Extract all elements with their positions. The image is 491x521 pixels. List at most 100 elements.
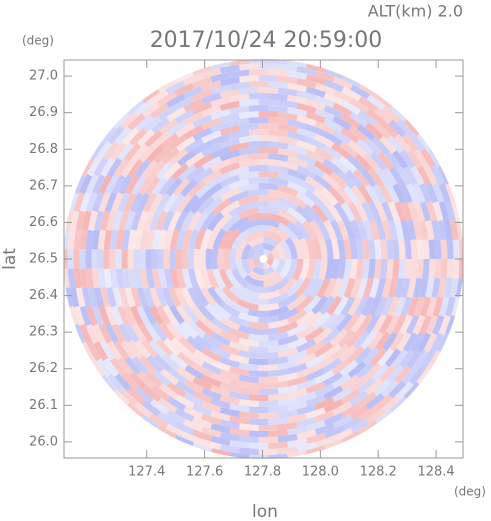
echo-cell <box>355 259 364 280</box>
y-tick-label: 26.7 <box>29 178 58 193</box>
echo-cell <box>97 229 107 250</box>
echo-cell <box>172 178 191 197</box>
echo-cell <box>238 399 259 407</box>
echo-cell <box>248 105 269 112</box>
echo-cell <box>201 439 222 451</box>
echo-cell <box>258 376 279 383</box>
echo-cell <box>120 158 137 178</box>
echo-cell <box>385 183 400 204</box>
echo-cell <box>98 192 111 213</box>
echo-cell <box>364 184 381 204</box>
echo-cell <box>375 277 386 299</box>
echo-cell <box>332 428 353 442</box>
echo-cell <box>430 332 445 353</box>
echo-cell <box>268 153 289 162</box>
echo-cell <box>111 192 124 213</box>
echo-cell <box>400 296 413 317</box>
echo-cell <box>201 361 222 375</box>
echo-cell <box>318 295 336 316</box>
echo-cell <box>318 202 336 223</box>
echo-cell <box>335 313 353 333</box>
echo-cell <box>311 238 322 259</box>
echo-cell <box>238 386 259 395</box>
echo-cell <box>277 372 298 383</box>
echo-cell <box>363 362 382 381</box>
echo-cell <box>85 249 92 269</box>
echo-cell <box>201 426 222 438</box>
echo-cell <box>296 378 317 391</box>
echo-cell <box>385 314 400 335</box>
echo-cell <box>79 173 93 195</box>
echo-cell <box>206 268 220 290</box>
echo-cell <box>340 296 356 317</box>
echo-cell <box>374 201 388 222</box>
echo-cell <box>266 251 274 259</box>
echo-cell <box>157 411 178 427</box>
echo-cell <box>323 371 343 387</box>
echo-cell <box>268 305 290 317</box>
echo-cell <box>173 434 194 448</box>
echo-cell <box>270 259 280 271</box>
echo-cell <box>258 123 279 130</box>
echo-cell <box>323 92 344 106</box>
echo-cell <box>113 340 130 361</box>
echo-cell <box>357 391 377 409</box>
echo-cell <box>394 219 405 241</box>
echo-cell <box>73 249 80 269</box>
echo-cell <box>79 191 92 213</box>
echo-cell <box>332 115 352 131</box>
echo-cell <box>229 440 250 449</box>
echo-cell <box>305 136 326 151</box>
echo-cell <box>119 388 138 406</box>
echo-cell <box>144 370 163 388</box>
echo-cell <box>252 266 264 275</box>
echo-cell <box>170 162 189 181</box>
echo-cell <box>121 229 131 250</box>
echo-cell <box>394 277 405 299</box>
echo-cell <box>106 340 123 361</box>
echo-cell <box>437 165 451 186</box>
echo-cell <box>366 407 386 424</box>
echo-cell <box>256 249 264 257</box>
echo-cell <box>124 142 142 162</box>
echo-cell <box>231 229 250 250</box>
echo-cell <box>229 390 250 401</box>
echo-cell <box>194 334 214 351</box>
echo-cell <box>170 337 189 356</box>
echo-cell <box>185 151 205 168</box>
echo-cell <box>105 323 119 344</box>
echo-cell <box>75 210 86 231</box>
echo-cell <box>173 70 194 84</box>
echo-cell <box>133 229 143 250</box>
echo-cell <box>205 248 213 270</box>
echo-cell <box>149 287 162 308</box>
echo-cell <box>404 239 412 259</box>
echo-cell <box>258 388 279 396</box>
echo-cell <box>406 219 417 241</box>
echo-cell <box>136 192 151 213</box>
echo-cell <box>194 228 206 250</box>
echo-cell <box>183 85 204 99</box>
echo-cell <box>287 413 308 424</box>
echo-cell <box>432 314 445 336</box>
echo-cell <box>186 165 206 183</box>
echo-cell <box>192 114 213 128</box>
echo-cell <box>106 157 123 178</box>
echo-cell <box>386 134 404 154</box>
echo-cell <box>133 401 153 419</box>
echo-cell <box>219 125 240 136</box>
echo-cell <box>440 259 448 279</box>
echo-cell <box>134 159 151 179</box>
echo-cell <box>201 143 222 157</box>
echo-cell <box>287 70 308 80</box>
echo-cell <box>305 367 326 382</box>
echo-cell <box>350 418 370 434</box>
echo-cell <box>361 201 375 222</box>
echo-cell <box>416 165 432 186</box>
echo-cell <box>257 218 281 229</box>
echo-cell <box>378 314 394 335</box>
echo-cell <box>228 141 250 152</box>
echo-cell <box>158 383 179 400</box>
echo-cell <box>434 259 442 279</box>
echo-cell <box>145 229 156 250</box>
